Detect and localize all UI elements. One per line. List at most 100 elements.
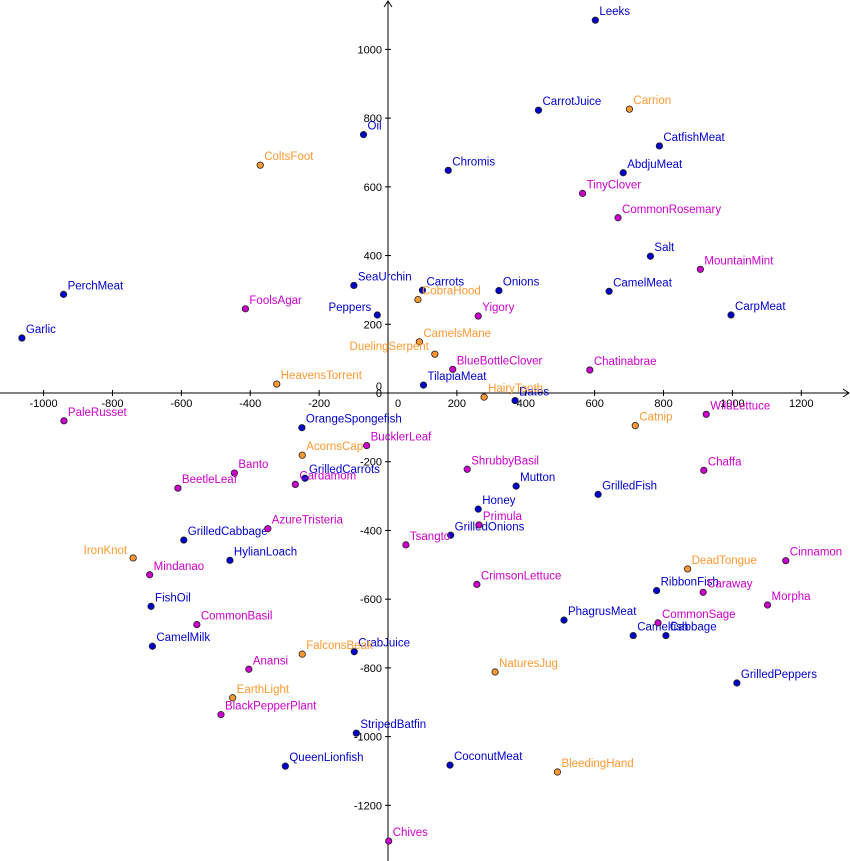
data-point [578,189,587,197]
data-point [653,586,661,595]
data-point [146,571,154,579]
data-point [245,665,253,673]
data-point-label: CatfishMeat [663,132,725,144]
data-point [625,105,634,113]
data-point-label: GrilledPeppers [741,669,817,681]
data-point-label: CommonBasil [201,611,273,623]
data-point [480,393,488,401]
data-point [229,694,237,702]
data-point-label: OrangeSpongefish [306,414,402,426]
x-tick-label: 200 [448,398,466,410]
data-point-label: WildLettuce [710,400,770,412]
data-point-label: Cabbage [670,622,717,634]
data-point [350,648,358,656]
data-point-label: QueenLionfish [289,752,363,764]
data-point [350,281,358,290]
data-point-label: CamelsMane [423,328,491,340]
data-point-label: Anansi [253,655,288,667]
data-point-label: Yigory [482,302,514,314]
data-point [217,711,225,719]
data-point-label: Primula [483,511,523,523]
data-point [605,287,613,295]
data-point [298,424,306,432]
x-tick-label: 1000 [720,398,744,410]
data-point-label: HeavensTorrent [281,370,363,382]
data-point [646,252,655,260]
data-point-label: CobraHood [422,286,481,298]
data-point [447,531,455,539]
data-point-label: Onions [503,277,540,289]
data-point [491,668,499,676]
data-point [591,16,599,24]
data-point-label: Chives [393,827,428,839]
data-point-label: HairyTooth [488,383,543,395]
data-point [444,166,452,174]
data-point-label: Leeks [599,6,630,18]
y-tick-label: -400 [360,525,382,537]
data-point-label: Oil [368,121,382,133]
data-point [174,484,182,492]
data-point [475,521,483,529]
x-tick-label: -1000 [30,398,58,410]
data-point [419,381,428,389]
data-point [193,620,201,629]
x-tick-label: -400 [239,398,261,410]
data-point [301,474,309,482]
y-axis-arrow [383,0,393,8]
data-point-label: AbdjuMeat [627,159,683,171]
data-point [553,768,562,776]
data-point [684,565,692,573]
data-point [129,554,137,562]
data-point-label: MountainMint [704,255,774,267]
data-point-label: BlackPepperPlant [225,701,317,713]
x-tick-label: 1200 [789,398,813,410]
data-point-label: CrimsonLettuce [481,570,562,582]
data-point-label: Carrots [426,276,464,288]
data-point [449,365,457,373]
data-point [560,616,568,624]
data-point [264,525,272,533]
data-point-label: GrilledCabbage [188,526,268,538]
data-point-label: BleedingHand [561,758,633,770]
data-point-label: CrabJuice [358,638,410,650]
data-point-label: CarpMeat [735,301,786,313]
data-point [352,729,360,737]
data-point-label: CamelMeat [613,277,673,289]
data-point-label: SeaUrchin [358,271,412,283]
data-point [298,650,306,658]
y-tick-label: 600 [364,182,382,194]
data-point-label: FoolsAgar [249,295,302,307]
data-point-label: PaleRusset [68,407,128,419]
data-point [733,679,741,687]
data-point-label: Chromis [452,156,495,168]
data-point [359,131,368,139]
data-point-label: HylianLoach [234,546,297,558]
data-point-label: Chaffa [708,456,742,468]
data-point-label: Tsangto [410,531,450,543]
data-point-label: Caraway [707,578,753,590]
data-point [230,469,238,477]
data-point [495,287,503,295]
data-point [241,305,250,313]
data-point-label: ShrubbyBasil [471,455,539,467]
data-point [147,602,155,610]
data-point [431,350,439,358]
y-axis-ticks: -1200 -1000 -800 -600 -400 -200 0 200 400 600 800 1… [354,44,391,812]
data-point-label: FishOil [155,592,191,604]
data-point [654,619,662,627]
data-point-label: FalconsBeak [306,640,373,652]
x-axis-ticks: -1000 -800 -600 -400 -200 200 400 600 800 1000 120… [30,390,814,410]
data-point [446,761,454,769]
x-tick-label: 600 [585,398,603,410]
data-point [696,265,704,273]
y-tick-label: 0 [376,381,382,393]
data-point-label: Mindanao [154,561,205,573]
y-tick-label: -1200 [354,800,382,812]
data-point [180,536,188,544]
data-point-label: Catnip [639,412,672,424]
y-tick-label: -600 [360,594,382,606]
data-point [727,311,735,319]
data-point [148,642,157,650]
data-point-label: Banto [238,459,268,471]
